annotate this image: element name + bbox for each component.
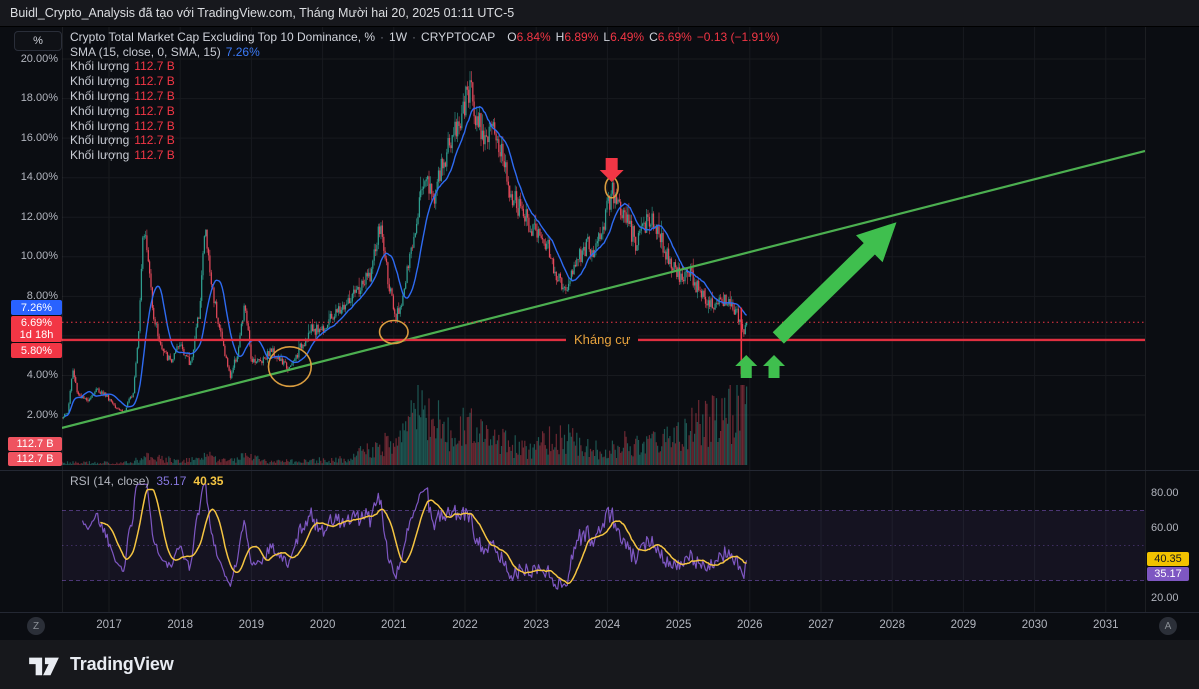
time-axis[interactable]: Z 2017 2018 2019 2020 2021 2022 2023 2024 2025 20… xyxy=(0,612,1199,639)
price-panel xyxy=(62,71,1145,465)
time-axis-year-label: 2027 xyxy=(808,619,834,631)
panel-separator[interactable] xyxy=(0,470,1199,471)
time-axis-year-label: 2018 xyxy=(167,619,193,631)
big-green-arrow[interactable] xyxy=(772,222,897,344)
interval-label: 1W xyxy=(389,29,408,44)
tradingview-logo-icon xyxy=(29,657,59,675)
exchange-label: CRYPTOCAP xyxy=(421,29,496,44)
price-scale-tick: 14.00% xyxy=(20,171,58,184)
rsi-panel xyxy=(62,483,1145,590)
attribution-bar: Buidl_Crypto_Analysis đã tạo với Trading… xyxy=(0,0,1199,27)
price-scale-tick: 16.00% xyxy=(20,131,58,144)
tradingview-logo[interactable]: TradingView xyxy=(27,652,174,678)
bar-countdown: 1d 18h xyxy=(19,329,54,341)
price-scale-tick: 12.00% xyxy=(20,210,58,223)
volume-legend-row[interactable]: Khối lượng 112.7 B xyxy=(70,118,175,133)
symbol-title[interactable]: Crypto Total Market Cap Excluding Top 10… xyxy=(70,29,376,44)
resistance-text-label[interactable]: Kháng cự xyxy=(566,332,639,348)
sma-legend-row[interactable]: SMA (15, close, 0, SMA, 15) 7.26% xyxy=(70,44,780,59)
price-scale-tick: 18.00% xyxy=(20,92,58,105)
price-scale-border[interactable] xyxy=(62,27,63,612)
time-axis-year-label: 2029 xyxy=(950,619,977,631)
volume-legend-row[interactable]: Khối lượng 112.7 B xyxy=(70,74,175,89)
volume-legend-row[interactable]: Khối lượng 112.7 B xyxy=(70,148,175,163)
green-up-arrow[interactable] xyxy=(735,355,758,378)
rsi-band xyxy=(62,510,1145,581)
change-value: −0.13 (−1.91%) xyxy=(696,29,780,44)
time-axis-year-label: 2031 xyxy=(1093,619,1119,631)
time-axis-year-label: 2021 xyxy=(381,619,407,631)
time-axis-year-label: 2017 xyxy=(96,619,122,631)
go-to-date-button[interactable]: Z xyxy=(27,617,45,635)
price-scale-tick: 10.00% xyxy=(20,250,58,263)
time-axis-year-label: 2020 xyxy=(309,619,336,631)
rsi-scale-tick: 20.00 xyxy=(1151,592,1179,604)
legend-dot: · xyxy=(412,29,417,44)
volume-legend-row[interactable]: Khối lượng 112.7 B xyxy=(70,59,175,74)
price-scale-tick: 20.00% xyxy=(20,52,58,65)
ohlc-open: O6.84% xyxy=(507,29,551,44)
time-axis-year-label: 2019 xyxy=(238,619,265,631)
rsi-line xyxy=(81,483,748,590)
auto-scale-button[interactable]: A xyxy=(1159,617,1177,635)
volume-value-badge: 112.7 B xyxy=(8,437,62,451)
time-axis-year-label: 2025 xyxy=(665,619,692,631)
rsi-scale-tick: 60.00 xyxy=(1151,522,1179,534)
rsi-value: 35.17 xyxy=(156,474,187,488)
grid-lines xyxy=(62,27,1145,612)
chart-legend: Crypto Total Market Cap Excluding Top 10… xyxy=(70,29,780,163)
time-axis-year-label: 2022 xyxy=(452,619,478,631)
trendline xyxy=(62,149,1145,429)
right-scale-border[interactable] xyxy=(1145,27,1146,612)
volume-legend-row[interactable]: Khối lượng 112.7 B xyxy=(70,103,175,118)
highlight-ellipse[interactable] xyxy=(267,345,313,388)
price-scale-tick: 2.00% xyxy=(26,408,58,421)
time-axis-year-label: 2028 xyxy=(879,619,905,631)
green-up-arrow[interactable] xyxy=(763,355,786,378)
rsi-scale-tick: 80.00 xyxy=(1151,487,1179,499)
volume-legend-row[interactable]: Khối lượng 112.7 B xyxy=(70,133,175,148)
footer-bar: TradingView xyxy=(0,640,1199,689)
ohlc-close: C6.69% xyxy=(649,29,692,44)
resistance-level-badge: 5.80% xyxy=(11,343,62,358)
attribution-text: Buidl_Crypto_Analysis đã tạo với Trading… xyxy=(10,6,515,20)
ohlc-high: H6.89% xyxy=(555,29,599,44)
time-axis-year-label: 2026 xyxy=(737,619,763,631)
price-scale-tick: 8.00% xyxy=(26,289,58,302)
volume-bars-down xyxy=(62,385,745,465)
rsi-legend-row[interactable]: RSI (14, close) 35.17 40.35 xyxy=(70,474,223,488)
sma-price-badge: 7.26% xyxy=(11,300,62,315)
legend-dot: · xyxy=(380,29,385,44)
time-axis-year-label: 2023 xyxy=(523,619,549,631)
red-down-arrow[interactable] xyxy=(599,158,624,182)
rsi-ma-badge: 40.35 xyxy=(1147,552,1189,566)
candle-bodies-up xyxy=(62,80,748,419)
brand-name: TradingView xyxy=(70,654,174,674)
ohlc-low: L6.49% xyxy=(603,29,645,44)
sma-value: 7.26% xyxy=(225,44,260,59)
volume-value-badge: 112.7 B xyxy=(8,452,62,466)
volume-legend-rows: Khối lượng 112.7 B Khối lượng 112.7 B Khối… xyxy=(70,59,780,163)
highlight-ellipse[interactable] xyxy=(378,319,409,345)
volume-legend-row[interactable]: Khối lượng 112.7 B xyxy=(70,88,175,103)
volume-bars-up xyxy=(62,385,748,465)
price-scale-tick: 4.00% xyxy=(26,368,58,381)
rsi-ma-line xyxy=(100,488,747,585)
sma-line xyxy=(64,105,748,418)
time-axis-year-label: 2024 xyxy=(594,619,621,631)
sma-label: SMA (15, close, 0, SMA, 15) xyxy=(70,44,221,59)
rsi-value-badge: 35.17 xyxy=(1147,567,1189,581)
symbol-legend-row[interactable]: Crypto Total Market Cap Excluding Top 10… xyxy=(70,29,780,44)
rsi-label: RSI (14, close) xyxy=(70,474,150,488)
price-scale-unit-button[interactable]: % xyxy=(14,31,62,51)
time-axis-year-label: 2030 xyxy=(1021,619,1048,631)
last-price-badge: 6.69% 1d 18h xyxy=(11,316,62,342)
rsi-ma-value: 40.35 xyxy=(193,474,224,488)
